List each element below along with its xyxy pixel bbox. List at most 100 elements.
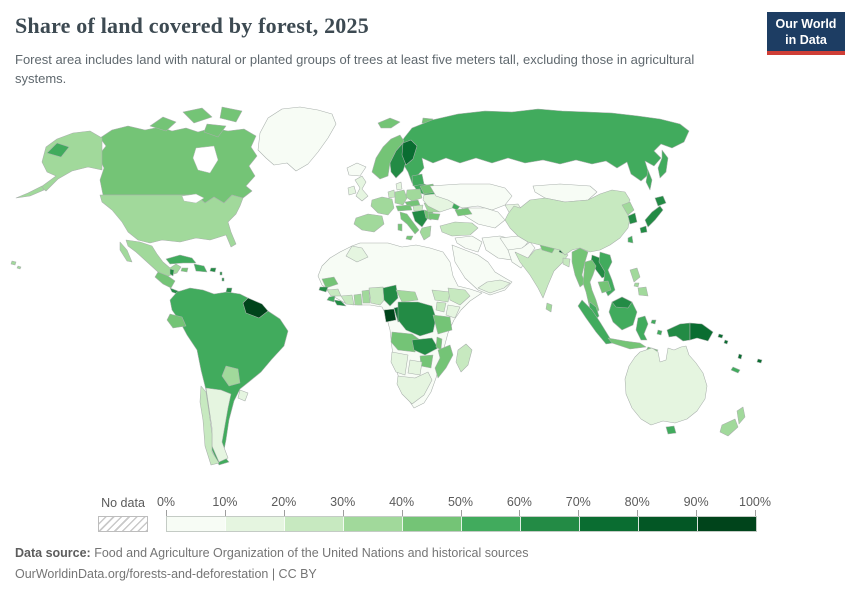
- country-uganda[interactable]: [435, 301, 447, 313]
- legend-bin[interactable]: [284, 517, 343, 531]
- country-solomon-islands[interactable]: [717, 333, 729, 345]
- region-baja-california[interactable]: [119, 241, 133, 263]
- footer-link[interactable]: OurWorldinData.org/forests-and-deforesta…: [15, 567, 317, 581]
- country-ireland[interactable]: [347, 185, 357, 196]
- country-uruguay[interactable]: [237, 389, 249, 402]
- region-new-zealand-north[interactable]: [736, 406, 746, 425]
- region-japan-hokkaido[interactable]: [654, 195, 667, 207]
- country-vietnam[interactable]: [598, 251, 616, 297]
- region-java[interactable]: [607, 337, 647, 350]
- country-italy[interactable]: [399, 211, 420, 235]
- region-hawaii[interactable]: [10, 260, 22, 270]
- country-hungary[interactable]: [412, 204, 424, 212]
- region-togo-benin[interactable]: [361, 289, 371, 304]
- region-moluccas[interactable]: [650, 319, 663, 336]
- country-angola[interactable]: [390, 331, 421, 353]
- country-namibia[interactable]: [390, 351, 409, 376]
- region-kamchatka[interactable]: [657, 149, 669, 179]
- legend-bin[interactable]: [638, 517, 697, 531]
- legend-bin[interactable]: [697, 517, 756, 531]
- country-belize[interactable]: [169, 268, 175, 277]
- country-denmark[interactable]: [395, 181, 403, 191]
- country-mozambique[interactable]: [434, 344, 454, 379]
- country-nigeria[interactable]: [368, 286, 387, 306]
- country-poland[interactable]: [405, 188, 423, 202]
- region-benelux[interactable]: [387, 189, 396, 199]
- country-kazakhstan[interactable]: [429, 183, 513, 211]
- region-sulawesi[interactable]: [635, 315, 649, 341]
- region-lesser-antilles-1[interactable]: [219, 271, 223, 276]
- region-hispaniola[interactable]: [193, 263, 208, 273]
- country-united-states[interactable]: [99, 194, 244, 248]
- region-iberia[interactable]: [353, 213, 385, 233]
- country-liberia[interactable]: [333, 299, 347, 307]
- region-aleutians[interactable]: [15, 185, 45, 199]
- country-cameroon[interactable]: [382, 284, 399, 307]
- country-zimbabwe[interactable]: [419, 354, 434, 369]
- region-sardinia[interactable]: [397, 223, 403, 232]
- country-canada[interactable]: [97, 125, 258, 204]
- legend-bin[interactable]: [225, 517, 284, 531]
- region-syria-iraq[interactable]: [454, 235, 483, 253]
- legend-bin[interactable]: [579, 517, 638, 531]
- region-sicily[interactable]: [405, 235, 414, 241]
- country-guinea-bissau[interactable]: [318, 286, 329, 293]
- country-mexico[interactable]: [125, 239, 182, 277]
- country-bangladesh[interactable]: [562, 257, 571, 268]
- country-puerto-rico[interactable]: [209, 267, 217, 273]
- country-chile[interactable]: [199, 385, 220, 466]
- country-south-africa[interactable]: [396, 371, 433, 405]
- region-new-caledonia[interactable]: [730, 366, 741, 374]
- region-tasmania[interactable]: [665, 425, 677, 435]
- country-tanzania[interactable]: [432, 314, 453, 335]
- country-jamaica[interactable]: [180, 267, 189, 273]
- country-greece[interactable]: [419, 225, 432, 241]
- country-central-african-republic[interactable]: [395, 289, 419, 303]
- country-sri-lanka[interactable]: [545, 302, 553, 313]
- country-senegal[interactable]: [321, 276, 339, 289]
- legend-no-data-swatch[interactable]: [98, 516, 148, 532]
- country-papua-new-guinea[interactable]: [689, 322, 714, 342]
- region-central-asia[interactable]: [461, 207, 506, 229]
- region-sakhalin[interactable]: [645, 169, 653, 191]
- country-france[interactable]: [370, 196, 395, 216]
- country-taiwan[interactable]: [627, 235, 634, 244]
- country-thailand[interactable]: [582, 259, 600, 316]
- country-ethiopia[interactable]: [447, 287, 471, 306]
- arctic-island-3[interactable]: [219, 106, 243, 123]
- country-sierra-leone[interactable]: [326, 295, 336, 303]
- country-china[interactable]: [504, 189, 631, 256]
- legend-bin[interactable]: [343, 517, 402, 531]
- region-lesser-antilles-2[interactable]: [221, 277, 225, 282]
- region-caucasus[interactable]: [454, 207, 473, 217]
- country-fiji[interactable]: [756, 358, 763, 364]
- country-morocco[interactable]: [345, 245, 369, 263]
- region-philippines-visayas[interactable]: [633, 282, 640, 288]
- region-central-america[interactable]: [154, 271, 176, 289]
- region-japan-honshu[interactable]: [644, 205, 664, 228]
- country-vanuatu[interactable]: [737, 353, 743, 360]
- region-chukotka[interactable]: [46, 142, 70, 158]
- region-svalbard[interactable]: [377, 117, 401, 129]
- country-dr-congo[interactable]: [397, 301, 437, 337]
- country-finland[interactable]: [401, 139, 418, 166]
- region-baltics[interactable]: [411, 173, 425, 187]
- country-ecuador[interactable]: [166, 313, 187, 329]
- country-gabon[interactable]: [383, 308, 397, 323]
- region-japan-kyushu[interactable]: [639, 225, 648, 234]
- region-austria-switzerland[interactable]: [395, 204, 413, 212]
- country-madagascar[interactable]: [455, 343, 473, 373]
- country-botswana[interactable]: [407, 359, 423, 376]
- region-malaysian-borneo[interactable]: [611, 296, 633, 309]
- country-kenya[interactable]: [445, 304, 461, 319]
- country-zambia[interactable]: [411, 337, 439, 356]
- country-india[interactable]: [514, 246, 569, 299]
- country-greenland[interactable]: [257, 106, 337, 172]
- region-yemen-oman[interactable]: [477, 279, 511, 294]
- arctic-island-2[interactable]: [182, 107, 213, 124]
- region-alaska[interactable]: [40, 130, 103, 192]
- region-sumatra[interactable]: [577, 299, 614, 345]
- arctic-island-1[interactable]: [149, 116, 177, 132]
- country-paraguay[interactable]: [221, 365, 241, 387]
- arctic-island-4[interactable]: [203, 123, 227, 138]
